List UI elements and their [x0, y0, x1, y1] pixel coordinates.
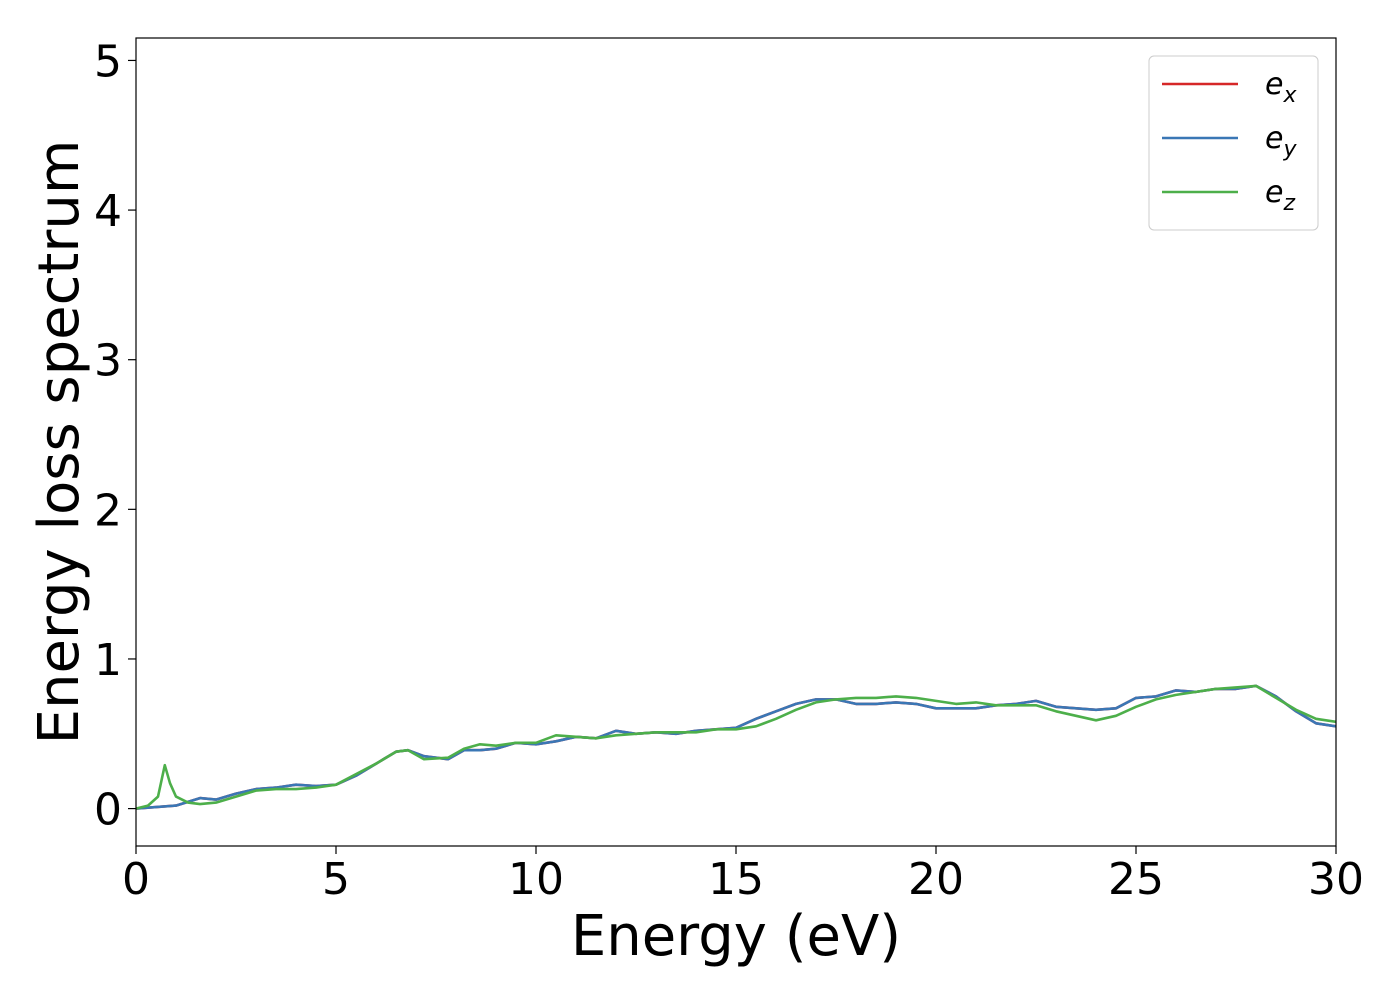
legend: ex ey ez: [1148, 55, 1319, 231]
x-tick-label: 0: [122, 854, 150, 905]
legend-label-y: ey: [1265, 121, 1297, 162]
legend-label-z: ez: [1265, 175, 1295, 216]
y-tick-label: 2: [94, 485, 122, 536]
x-axis-label: Energy (eV): [571, 904, 901, 969]
series-line-y: [136, 684, 1336, 810]
x-tick-label: 15: [708, 854, 764, 905]
axis-ticks: 0 5 10 15 20 25 30 0 1 2 3 4 5: [94, 36, 1364, 905]
y-tick-label: 5: [94, 36, 122, 87]
x-tick-label: 5: [322, 854, 350, 905]
x-tick-label: 20: [908, 854, 964, 905]
x-tick-label: 30: [1308, 854, 1364, 905]
series-line-z: [136, 684, 1336, 810]
y-axis-label: Energy loss spectrum: [27, 140, 92, 745]
legend-box: [1148, 55, 1319, 231]
y-tick-label: 3: [94, 336, 122, 387]
y-tick-label: 1: [94, 635, 122, 686]
y-tick-label: 4: [94, 186, 122, 237]
plot-lines: [136, 684, 1336, 810]
x-tick-label: 25: [1108, 854, 1164, 905]
x-tick-label: 10: [508, 854, 564, 905]
y-tick-label: 0: [94, 785, 122, 836]
legend-label-x: ex: [1265, 67, 1297, 108]
series-line-x: [136, 684, 1336, 810]
